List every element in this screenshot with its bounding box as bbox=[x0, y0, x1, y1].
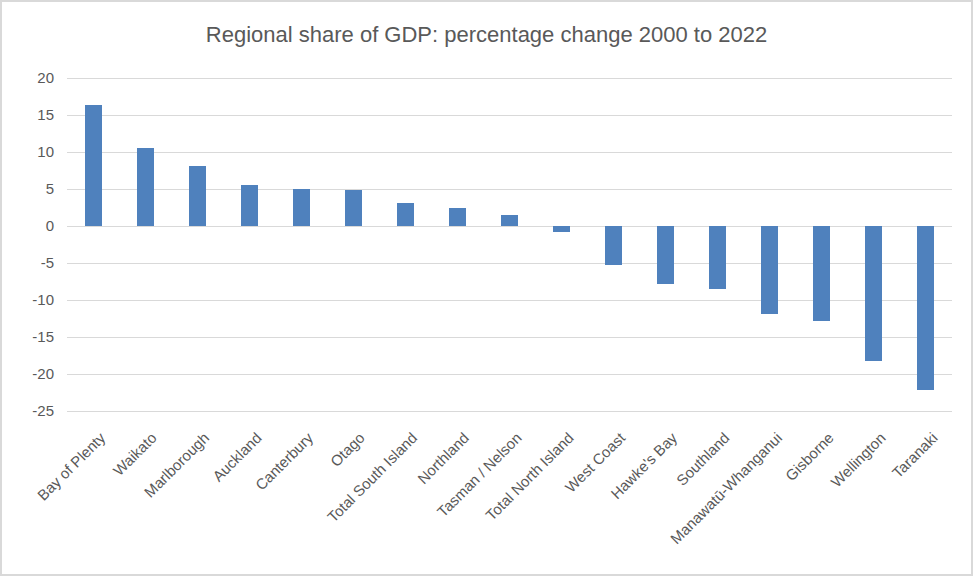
bar bbox=[501, 215, 518, 226]
bar bbox=[709, 226, 726, 289]
y-axis-tick-label: -15 bbox=[14, 328, 54, 346]
bar bbox=[553, 226, 570, 232]
y-axis-tick-label: 15 bbox=[14, 106, 54, 124]
gridline bbox=[67, 411, 952, 412]
bar bbox=[917, 226, 934, 390]
bar bbox=[85, 105, 102, 226]
x-axis-category-label: Bay of Plenty bbox=[34, 429, 109, 504]
bar bbox=[345, 190, 362, 226]
y-axis-tick-label: 10 bbox=[14, 143, 54, 161]
bar bbox=[293, 189, 310, 226]
x-axis-category-label: Wellington bbox=[828, 429, 889, 490]
bar bbox=[657, 226, 674, 284]
gridline bbox=[67, 78, 952, 79]
gridline bbox=[67, 115, 952, 116]
x-axis-category-label: Waikato bbox=[110, 429, 160, 479]
bar bbox=[449, 208, 466, 226]
x-axis-category-label: Otago bbox=[327, 429, 368, 470]
y-axis-tick-label: -10 bbox=[14, 291, 54, 309]
gridline bbox=[67, 152, 952, 153]
y-axis-tick-label: 0 bbox=[14, 217, 54, 235]
bar bbox=[137, 148, 154, 226]
chart-canvas: Regional share of GDP: percentage change… bbox=[0, 0, 973, 576]
x-axis-category-label: Total South Island bbox=[324, 429, 420, 525]
x-axis-category-label: Total North Island bbox=[482, 429, 577, 524]
bar bbox=[189, 166, 206, 226]
bar bbox=[397, 203, 414, 226]
bar bbox=[241, 185, 258, 226]
chart-title: Regional share of GDP: percentage change… bbox=[2, 22, 971, 48]
bar bbox=[761, 226, 778, 314]
gridline bbox=[67, 337, 952, 338]
y-axis-tick-label: -20 bbox=[14, 365, 54, 383]
bar bbox=[813, 226, 830, 321]
bar bbox=[865, 226, 882, 361]
x-axis-category-label: Taranaki bbox=[889, 429, 941, 481]
y-axis-tick-label: -5 bbox=[14, 254, 54, 272]
gridline bbox=[67, 374, 952, 375]
y-axis-tick-label: 5 bbox=[14, 180, 54, 198]
y-axis-tick-label: 20 bbox=[14, 69, 54, 87]
y-axis-tick-label: -25 bbox=[14, 402, 54, 420]
bar bbox=[605, 226, 622, 265]
